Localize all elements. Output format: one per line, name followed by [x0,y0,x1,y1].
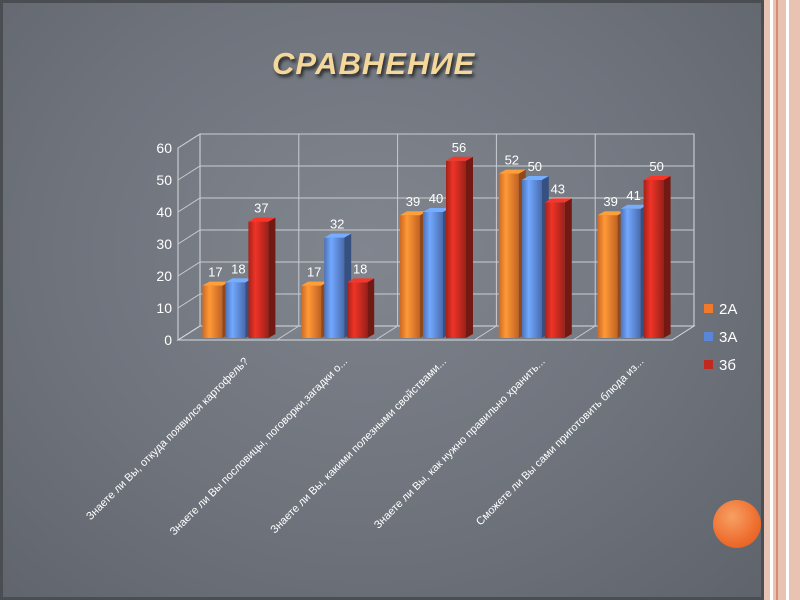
gridline [177,165,694,181]
bar-top [643,176,671,180]
data-label: 17 [208,265,222,280]
data-label: 39 [603,194,617,209]
border-stripe [786,0,789,600]
x-category-label: Знаете ли Вы, откуда появился картофель? [84,356,251,523]
data-label: 18 [353,261,367,276]
bar [347,282,368,338]
y-tick-label: 30 [156,236,172,252]
legend-swatch [704,332,713,341]
bar-top [225,278,253,283]
bar [400,215,420,338]
bar-top [446,156,473,161]
legend-label: 2А [719,301,737,318]
data-label: 41 [626,188,640,203]
bar [324,237,345,338]
bar-top [324,233,352,238]
bar-top [400,211,427,216]
bar [498,173,519,338]
bar [225,282,246,338]
legend-label: 3б [719,357,736,374]
y-tick-label: 50 [156,172,172,188]
y-tick-label: 60 [156,140,172,156]
x-category-label: Знаете ли Вы пословицы, поговорки,загадк… [168,356,350,538]
bar [248,221,269,338]
bar-top [620,204,648,209]
data-label: 37 [254,201,268,216]
data-label: 43 [551,181,565,196]
y-tick-label: 10 [156,300,172,316]
bar-side [367,278,375,338]
data-label: 32 [330,217,344,232]
bar [423,212,443,338]
bar-top [521,176,549,180]
bar [521,180,542,338]
legend-label: 3А [719,329,737,346]
category-divider [375,325,398,341]
data-label: 40 [429,191,443,206]
category-divider [572,325,596,341]
x-category-label: Знаете ли Вы, какими полезными свойствам… [268,356,448,536]
border-stripe [776,0,778,600]
bar [446,160,466,338]
data-label: 50 [649,159,663,174]
x-category-label: Знаете ли Вы, как нужно правильно хранит… [372,356,548,532]
legend-swatch [704,360,713,369]
bar [643,180,664,338]
bar-top [347,278,375,283]
bar [202,285,223,338]
bar [544,202,565,338]
y-tick-label: 40 [156,204,172,220]
y-tick-label: 20 [156,268,172,284]
bar [597,215,618,338]
slide-border-right [764,0,800,600]
border-stripe [770,0,773,600]
legend-swatch [704,304,713,313]
data-label: 52 [505,153,519,168]
category-divider [474,325,497,341]
bar [301,285,322,338]
category-divider [276,325,300,341]
gridline [177,133,694,149]
data-label: 56 [452,140,466,155]
data-label: 17 [307,265,321,280]
bar-top [498,169,526,174]
bar-top [301,281,329,286]
bar [620,208,641,338]
bar-side [564,198,572,338]
data-label: 50 [528,159,542,174]
decorative-circle [713,500,761,548]
bar-top [202,281,230,286]
bar-side [663,176,671,338]
x-category-label: Сможете ли Вы сами приготовить блюда из.… [474,356,646,528]
slide-title: СРАВНЕНИЕ [272,46,476,81]
data-label: 39 [406,194,420,209]
bar-top [544,198,572,203]
bar-top [597,211,625,216]
bar-top [423,208,450,212]
bar-side [268,217,276,338]
bar-side [466,156,473,338]
y-tick-label: 0 [164,332,172,348]
bar-top [248,217,276,222]
bar-chart: 0 10 20 30 40 50 60 17 18 37 Знаете ли Вы, откуда … [84,133,737,538]
data-label: 18 [231,261,245,276]
